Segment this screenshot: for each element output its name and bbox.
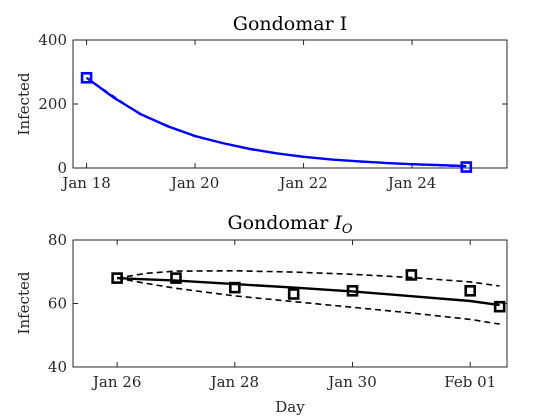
chart-2-ytick-label: 60 xyxy=(48,295,67,313)
chart-2-axes-box xyxy=(72,239,508,368)
chart-2-ytick-label: 80 xyxy=(48,231,67,249)
chart-1-ticks: 0 200 400 Jan 18 Jan 20 Jan 22 Jan 24 xyxy=(38,31,507,192)
chart-1-ytick-label: 400 xyxy=(38,31,67,49)
chart-2-data-point xyxy=(287,288,300,300)
chart-2-ytick-label: 40 xyxy=(48,358,67,376)
chart-2-data-point xyxy=(493,300,506,313)
chart-2-data-point xyxy=(464,284,477,297)
chart-1-series xyxy=(80,71,473,173)
chart-1-xtick-label: Jan 24 xyxy=(386,174,436,192)
chart-2-data-point xyxy=(111,272,123,284)
chart-1-xtick-label: Jan 22 xyxy=(277,174,327,192)
chart-2-xtick-label: Jan 26 xyxy=(91,373,141,391)
chart-2-data-point xyxy=(170,272,182,284)
chart-2-xtick-label: Jan 30 xyxy=(326,373,376,391)
chart-1-ylabel: Infected xyxy=(15,72,33,135)
chart-1-ytick-label: 0 xyxy=(57,159,67,177)
chart-2-series-line-dashed xyxy=(116,269,500,287)
chart-2-xtick-label: Feb 01 xyxy=(444,373,496,391)
chart-1-ytick-label: 200 xyxy=(38,95,67,113)
chart-panel-2: Gondomar IO 40 60 80 Jan 26 Jan 28 Jan 30 Feb … xyxy=(15,212,508,416)
chart-2-title: Gondomar IO xyxy=(227,212,352,237)
chart-2-data-point xyxy=(229,281,241,294)
chart-2-series xyxy=(111,269,506,325)
chart-2-ylabel: Infected xyxy=(15,271,33,334)
chart-2-title-math: I xyxy=(333,212,342,234)
chart-2-series-line-dashed xyxy=(116,277,500,325)
chart-2-ticks: 40 60 80 Jan 26 Jan 28 Jan 30 Feb 01 xyxy=(48,231,507,391)
chart-panel-1: Gondomar I 0 200 400 Jan 18 Jan 20 Jan 22 Jan … xyxy=(15,13,508,192)
chart-1-title: Gondomar I xyxy=(233,13,347,35)
chart-2-xlabel: Day xyxy=(275,398,305,416)
chart-1-axes-box xyxy=(72,39,508,169)
chart-2-title-text: Gondomar xyxy=(227,212,329,234)
chart-1-xtick-label: Jan 18 xyxy=(60,174,110,192)
chart-1-xtick-label: Jan 20 xyxy=(169,174,219,192)
chart-1-series-line-dashed xyxy=(86,77,467,168)
chart-1-data-point xyxy=(460,161,473,173)
chart-2-data-point xyxy=(405,269,418,281)
chart-2-title-math-sub: O xyxy=(342,222,353,237)
chart-1-data-point xyxy=(80,71,93,84)
chart-2-xtick-label: Jan 28 xyxy=(209,373,259,391)
chart-2-data-point xyxy=(346,284,359,297)
chart-2-series-line-solid xyxy=(117,276,500,307)
